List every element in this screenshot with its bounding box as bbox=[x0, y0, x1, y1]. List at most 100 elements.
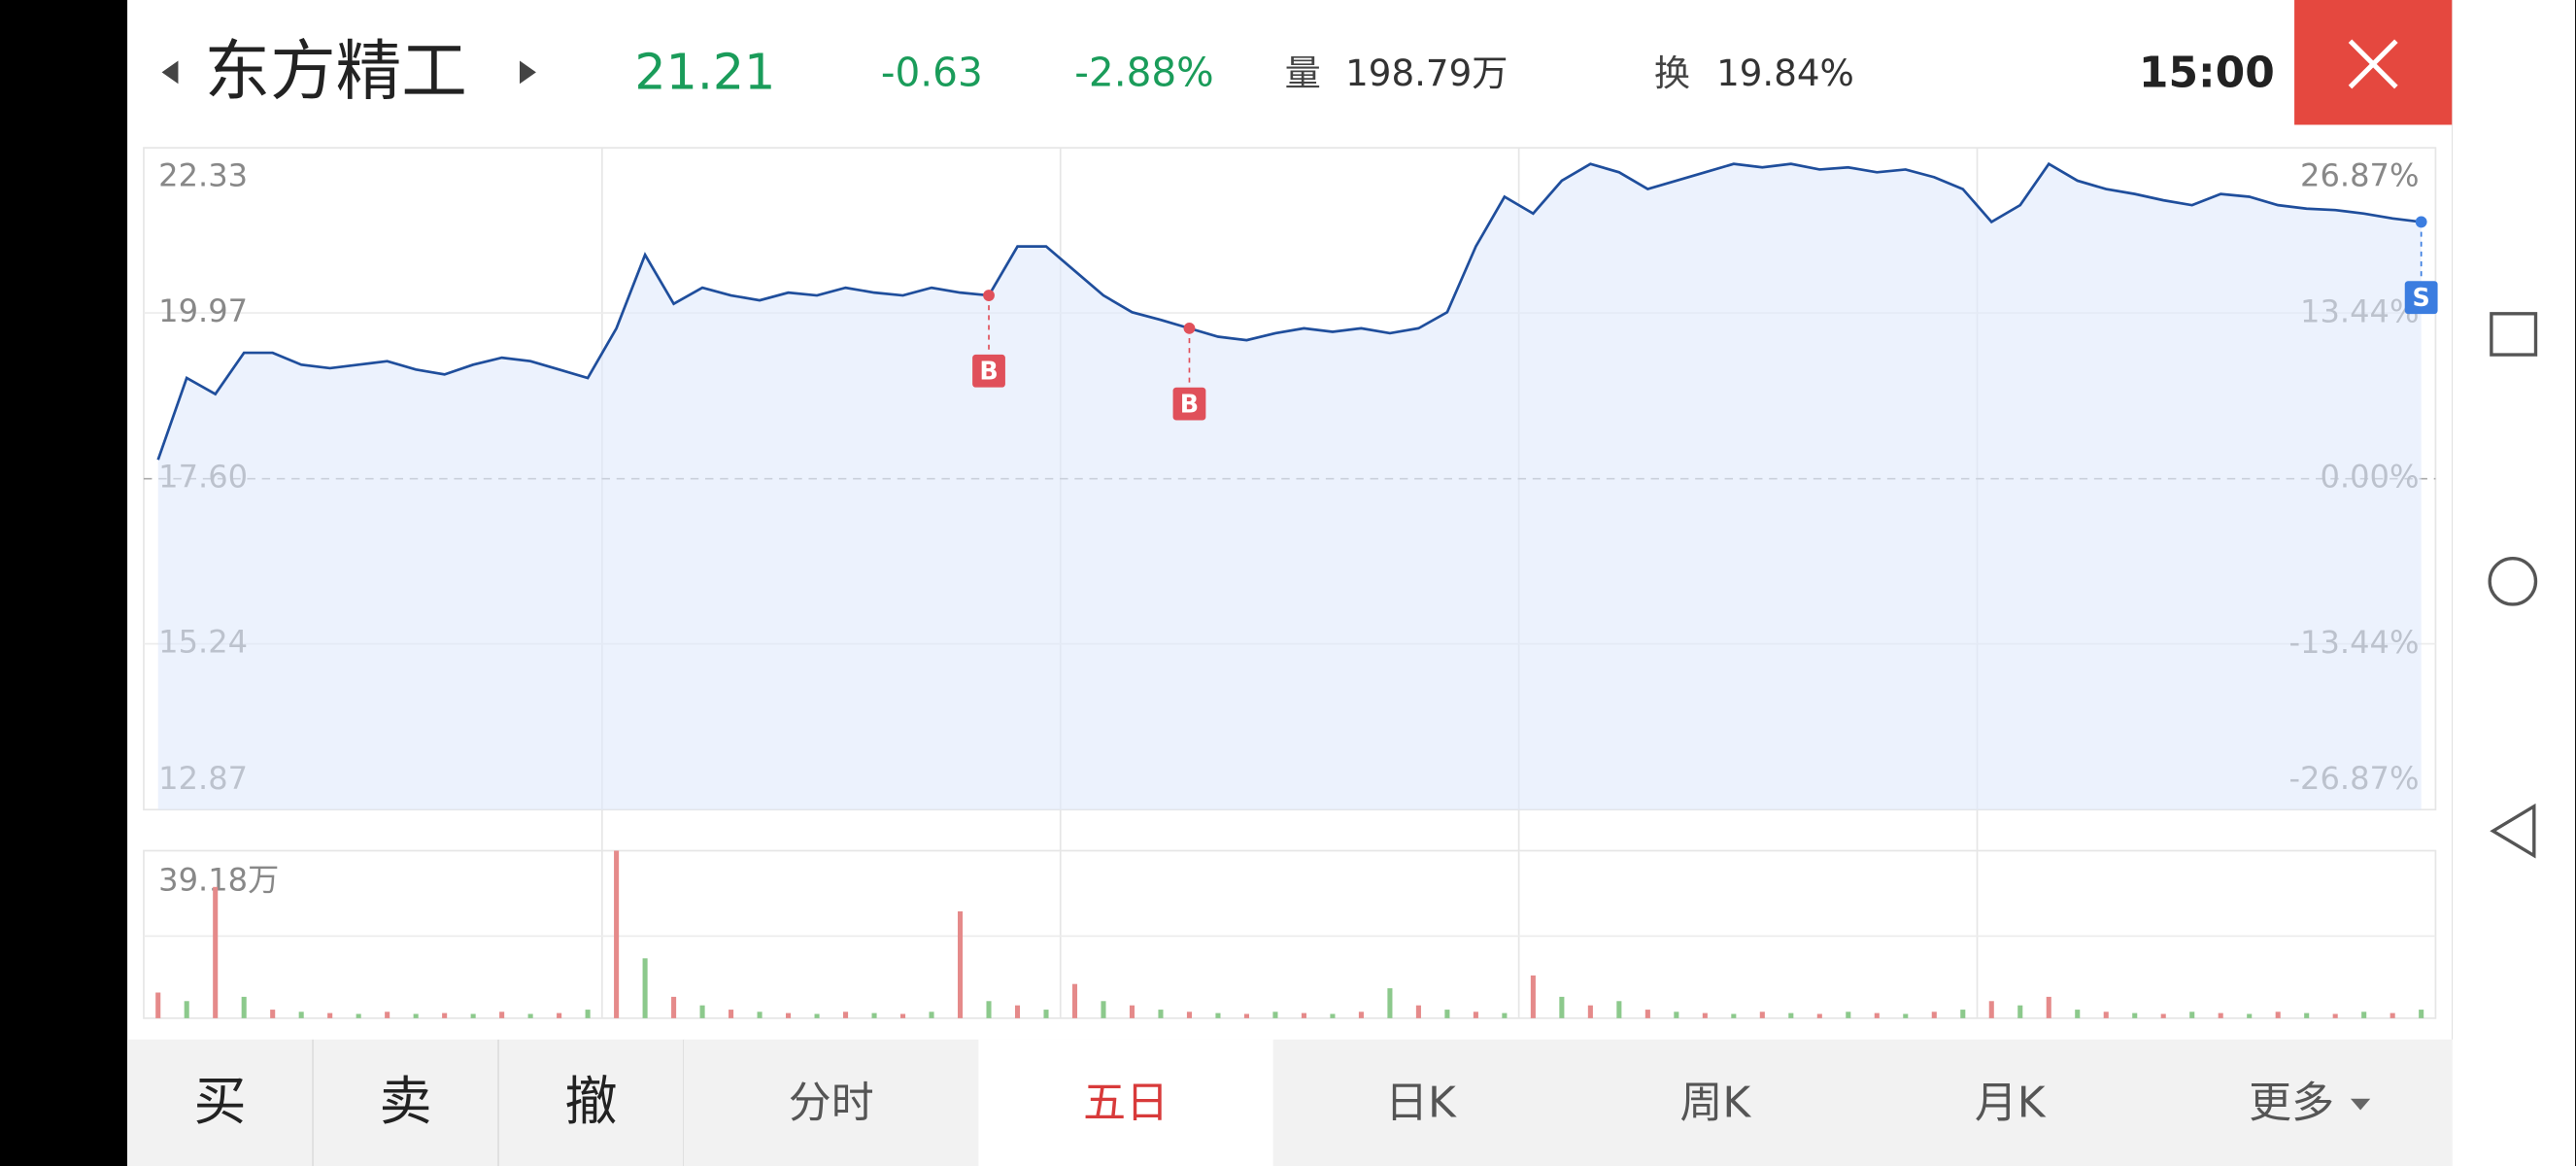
volume-bar bbox=[2160, 1013, 2166, 1018]
action-button[interactable] bbox=[313, 1039, 499, 1166]
volume-bar bbox=[1931, 1012, 1937, 1018]
volume-bar bbox=[1014, 1005, 1021, 1018]
stock-name: 东方精工 bbox=[205, 32, 467, 109]
volume-bar bbox=[1674, 1012, 1679, 1018]
volume-bar bbox=[1960, 1010, 1966, 1018]
dropdown-arrow bbox=[2350, 1098, 2371, 1111]
volume-bar bbox=[1101, 1001, 1106, 1018]
volume-bar bbox=[2218, 1012, 2223, 1018]
volume-bar bbox=[1444, 1010, 1450, 1018]
plot: 12.8715.2417.6019.9722.33-26.87%-13.44%0… bbox=[143, 157, 2438, 1018]
volume-bar bbox=[1043, 1010, 1049, 1018]
volume-bar bbox=[1215, 1012, 1221, 1018]
volume-bar bbox=[1874, 1012, 1880, 1018]
volume-bar bbox=[1502, 1012, 1508, 1018]
volume-bar bbox=[1587, 1005, 1593, 1018]
period-tab[interactable] bbox=[978, 1039, 1273, 1166]
period-label: 月K bbox=[1975, 1078, 2047, 1127]
volume-bar bbox=[1158, 1010, 1164, 1018]
volume-bar bbox=[1530, 975, 1536, 1018]
recent-button[interactable] bbox=[2490, 312, 2538, 357]
volume-bar bbox=[1988, 1001, 1994, 1018]
period-tab[interactable] bbox=[1272, 1039, 1569, 1166]
volume-bar bbox=[1759, 1012, 1765, 1018]
volume-bar bbox=[2332, 1013, 2338, 1018]
volume-bar bbox=[757, 1012, 763, 1018]
y-tick-label: 19.97 bbox=[158, 292, 248, 329]
volume-bar bbox=[843, 1012, 849, 1018]
volume-bar bbox=[786, 1012, 792, 1018]
volume-bar bbox=[1616, 1001, 1622, 1018]
volume-bar bbox=[2419, 1010, 2424, 1018]
volume-bar bbox=[929, 1012, 934, 1018]
period-tab[interactable] bbox=[1862, 1039, 2157, 1166]
volume-bar bbox=[1243, 1013, 1249, 1018]
volume-bar bbox=[2075, 1010, 2081, 1018]
trade-badge bbox=[972, 354, 1005, 388]
volume-bar bbox=[2275, 1012, 2281, 1018]
period-tab[interactable] bbox=[2156, 1039, 2453, 1166]
y2-tick-label: 26.87% bbox=[2300, 157, 2419, 194]
y-tick-label: 22.33 bbox=[158, 157, 248, 194]
action-label: 撤 bbox=[564, 1071, 617, 1132]
volume-bar bbox=[957, 910, 964, 1018]
period-tab[interactable] bbox=[684, 1039, 979, 1166]
turnover: 19.84% bbox=[1716, 51, 1854, 94]
volume-bar bbox=[900, 1013, 906, 1018]
price-area bbox=[157, 163, 2422, 810]
volume-bar bbox=[184, 1001, 189, 1018]
volume-bar bbox=[155, 992, 161, 1018]
volume-bar bbox=[1186, 1012, 1192, 1018]
prev-arrow[interactable] bbox=[161, 60, 179, 85]
action-button[interactable] bbox=[498, 1039, 685, 1166]
volume-pane bbox=[143, 849, 2437, 1019]
volume-bar bbox=[2361, 1012, 2367, 1018]
volume-bar bbox=[1071, 983, 1078, 1018]
volume-bar bbox=[1816, 1013, 1822, 1018]
volume-bar bbox=[1301, 1012, 1306, 1018]
volume-bar bbox=[2046, 996, 2051, 1018]
volume-bar bbox=[699, 1005, 705, 1018]
volume-bar bbox=[729, 1010, 734, 1018]
volume-bar bbox=[298, 1012, 304, 1018]
volume-bar bbox=[385, 1012, 390, 1018]
turnover-label: 换 bbox=[1654, 51, 1690, 94]
volume-bar bbox=[2189, 1012, 2195, 1018]
volume-bar bbox=[241, 996, 247, 1018]
volume-bar bbox=[442, 1012, 448, 1018]
period-label: 分时 bbox=[789, 1078, 874, 1127]
trade-label: B bbox=[1180, 389, 1199, 418]
home-button[interactable] bbox=[2488, 556, 2538, 606]
period-label: 更多 bbox=[2249, 1078, 2334, 1127]
volume-bar bbox=[1387, 988, 1393, 1018]
action-label: 卖 bbox=[380, 1071, 432, 1132]
volume-bar bbox=[2390, 1012, 2395, 1018]
change: -0.63 bbox=[881, 50, 983, 96]
volume-bar bbox=[1129, 1005, 1135, 1018]
volume-bar bbox=[1702, 1012, 1708, 1018]
period-label: 日K bbox=[1385, 1078, 1457, 1127]
volume-bar bbox=[614, 850, 620, 1018]
volume-max-label: 39.18万 bbox=[158, 862, 279, 899]
back-button[interactable] bbox=[2490, 803, 2536, 859]
trade-badge bbox=[1172, 387, 1206, 421]
next-arrow[interactable] bbox=[520, 60, 536, 85]
volume-bar bbox=[1473, 1012, 1478, 1018]
period-tab[interactable] bbox=[1568, 1039, 1863, 1166]
period-label: 周K bbox=[1679, 1078, 1751, 1127]
volume-bar bbox=[499, 1012, 505, 1018]
volume-bar bbox=[1358, 1012, 1364, 1018]
change-pct: -2.88% bbox=[1074, 50, 1213, 96]
volume-bar bbox=[1846, 1012, 1851, 1018]
volume-bar bbox=[1330, 1013, 1336, 1018]
volume-bar bbox=[2017, 1005, 2023, 1018]
volume-bar bbox=[2247, 1013, 2253, 1018]
volume-bar bbox=[1731, 1013, 1737, 1018]
volume-bar bbox=[557, 1012, 562, 1018]
volume-bar bbox=[671, 996, 677, 1018]
trade-label: B bbox=[979, 356, 998, 385]
price: 21.21 bbox=[634, 44, 775, 101]
action-button[interactable] bbox=[127, 1039, 314, 1166]
volume-bar bbox=[413, 1013, 419, 1018]
volume-bar bbox=[356, 1013, 361, 1018]
